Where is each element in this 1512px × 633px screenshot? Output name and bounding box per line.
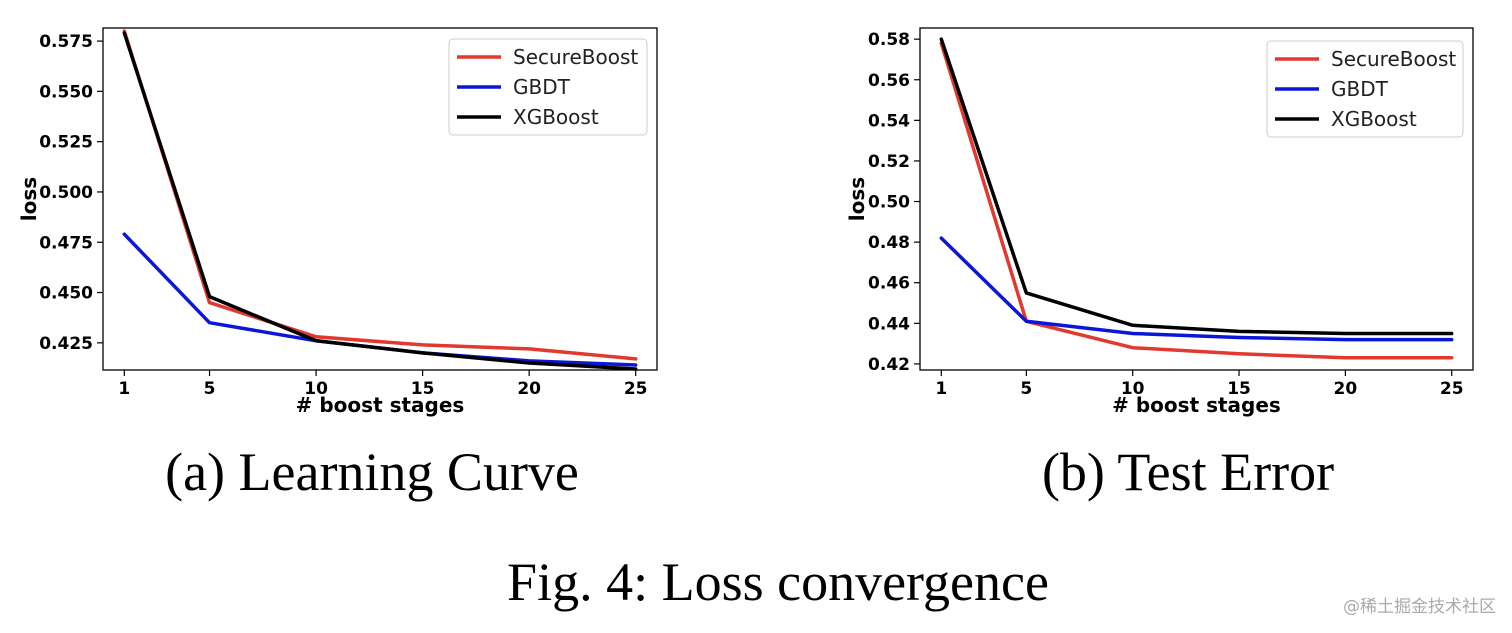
plot-frame bbox=[102, 27, 658, 371]
legend-label-secureboost: SecureBoost bbox=[1331, 47, 1456, 71]
legend-label-gbdt: GBDT bbox=[1331, 77, 1389, 101]
y-tick-label: 0.58 bbox=[868, 30, 910, 50]
y-tick-label: 0.550 bbox=[39, 82, 93, 102]
y-tick-label: 0.475 bbox=[39, 233, 93, 253]
legend-label-xgboost: XGBoost bbox=[513, 105, 599, 129]
y-tick-label: 0.56 bbox=[868, 71, 910, 91]
y-tick-label: 0.450 bbox=[39, 284, 93, 304]
x-tick-label: 25 bbox=[1440, 379, 1464, 399]
x-tick-label: 15 bbox=[1227, 379, 1251, 399]
x-tick-label: 15 bbox=[411, 379, 435, 399]
y-tick-label: 0.48 bbox=[868, 233, 910, 253]
y-axis-label: loss bbox=[845, 177, 869, 221]
y-tick-label: 0.525 bbox=[39, 133, 93, 153]
x-tick-label: 1 bbox=[118, 379, 130, 399]
x-tick-label: 25 bbox=[624, 379, 648, 399]
legend-box bbox=[448, 38, 648, 136]
subcaption-b: (b) Test Error bbox=[1042, 442, 1334, 502]
y-axis-label: loss bbox=[17, 177, 41, 221]
x-tick-label: 20 bbox=[1334, 379, 1358, 399]
series-line-gbdt bbox=[122, 232, 638, 367]
x-tick-label: 5 bbox=[204, 379, 216, 399]
legend-box bbox=[1266, 40, 1464, 138]
x-tick-label: 20 bbox=[517, 379, 541, 399]
legend-label-secureboost: SecureBoost bbox=[513, 45, 638, 69]
chart-panel-b: 1 5 10 15 20 250.420.440.460.480.500.520.540.… bbox=[845, 27, 1474, 417]
legend-label-xgboost: XGBoost bbox=[1331, 107, 1417, 131]
y-tick-label: 0.46 bbox=[868, 274, 910, 294]
x-tick-label: 10 bbox=[1121, 379, 1145, 399]
y-tick-label: 0.500 bbox=[39, 183, 93, 203]
plot-frame bbox=[919, 27, 1474, 371]
x-tick-label: 10 bbox=[304, 379, 328, 399]
legend: SecureBoost GBDT XGBoost bbox=[1266, 40, 1464, 138]
y-tick-label: 0.575 bbox=[39, 32, 93, 52]
figure-caption: Fig. 4: Loss convergence bbox=[507, 552, 1049, 612]
x-tick-label: 5 bbox=[1020, 379, 1032, 399]
legend: SecureBoost GBDT XGBoost bbox=[448, 38, 648, 136]
x-axis-label: # boost stages bbox=[296, 393, 465, 417]
series-line-secureboost bbox=[939, 41, 1454, 360]
x-axis-label: # boost stages bbox=[1112, 393, 1281, 417]
y-tick-label: 0.42 bbox=[868, 355, 910, 375]
y-tick-label: 0.44 bbox=[868, 314, 910, 334]
watermark: @稀土掘金技术社区 bbox=[1343, 597, 1496, 617]
subcaption-a: (a) Learning Curve bbox=[165, 442, 579, 502]
y-tick-label: 0.52 bbox=[868, 152, 910, 172]
series-line-gbdt bbox=[939, 236, 1454, 342]
y-tick-label: 0.425 bbox=[39, 334, 93, 354]
legend-label-gbdt: GBDT bbox=[513, 75, 571, 99]
series-line-xgboost bbox=[122, 31, 638, 371]
chart-panel-a: 1 5 10 15 20 250.4250.4500.4750.5000.5250.550… bbox=[17, 27, 658, 417]
y-tick-label: 0.50 bbox=[868, 193, 910, 213]
x-tick-label: 1 bbox=[935, 379, 947, 399]
y-tick-label: 0.54 bbox=[868, 111, 910, 131]
series-line-xgboost bbox=[939, 37, 1454, 336]
